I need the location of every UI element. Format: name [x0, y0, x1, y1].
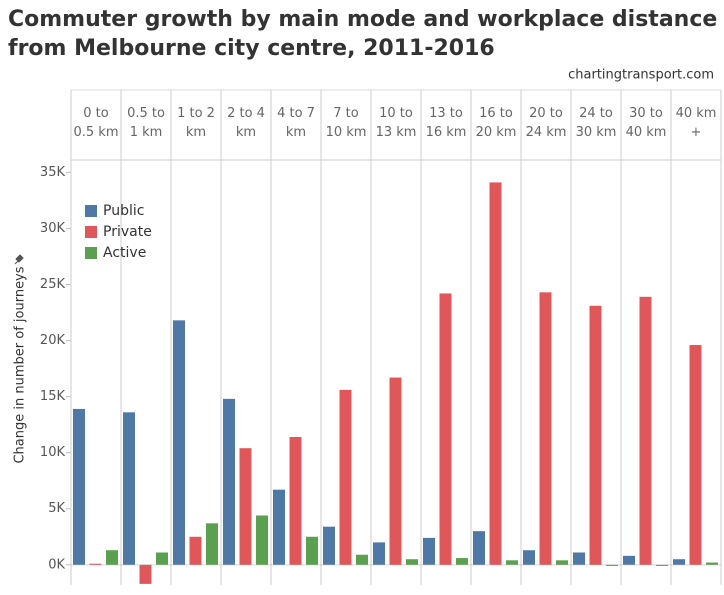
bar — [589, 305, 602, 565]
source: chartingtransport.com — [568, 68, 714, 83]
y-tick-label: 0K — [48, 557, 65, 572]
bar — [456, 558, 468, 565]
category-header: 7 to 10 km — [325, 106, 367, 140]
bar — [339, 389, 352, 565]
category-header: 16 to 20 km — [475, 106, 517, 140]
bar — [606, 564, 618, 566]
chart-title: Commuter growth by main mode and workpla… — [8, 7, 717, 32]
y-tick-label: 15K — [40, 389, 66, 404]
bar — [73, 408, 85, 565]
category-header: 0 to 0.5 km — [73, 106, 119, 140]
bar — [106, 550, 118, 565]
y-tick-label: 10K — [40, 445, 66, 460]
legend-swatch — [85, 247, 97, 259]
bar — [406, 559, 418, 565]
bar — [256, 515, 268, 565]
bar — [573, 552, 585, 565]
category-header: 13 to 16 km — [425, 106, 467, 140]
pin-icon — [14, 254, 24, 265]
category-header: 2 to 4 km — [227, 106, 265, 140]
bar — [639, 296, 652, 565]
bar — [389, 377, 402, 565]
y-tick-label: 5K — [48, 501, 65, 516]
bar — [239, 448, 252, 565]
legend-label: Private — [103, 224, 152, 240]
bar — [556, 560, 568, 565]
bar — [206, 523, 218, 565]
category-header: 40 km + — [675, 106, 717, 140]
category-header: 10 to 13 km — [375, 106, 417, 140]
bar — [139, 564, 152, 584]
y-tick-label: 25K — [40, 277, 66, 292]
legend-label: Active — [103, 245, 146, 261]
bar — [439, 293, 452, 565]
bar — [489, 182, 502, 565]
bar — [706, 562, 718, 565]
y-tick-label: 35K — [40, 165, 66, 180]
bar — [356, 554, 368, 565]
bar — [523, 550, 535, 565]
category-header: 30 to 40 km — [625, 106, 667, 140]
bar — [473, 531, 485, 565]
bar — [89, 563, 102, 565]
category-header: 20 to 24 km — [525, 106, 567, 140]
category-header: 0.5 to 1 km — [127, 106, 165, 140]
legend-swatch — [85, 205, 97, 217]
category-header: 4 to 7 km — [277, 106, 315, 140]
y-tick-label: 30K — [40, 221, 66, 236]
bar — [506, 560, 518, 565]
bar — [306, 536, 318, 565]
bar — [689, 345, 702, 565]
category-header: 1 to 2 km — [177, 106, 215, 140]
bar — [156, 552, 168, 565]
bar — [539, 292, 552, 565]
bar — [123, 412, 135, 565]
bar — [323, 526, 335, 565]
bar — [423, 537, 435, 565]
category-header: 24 to 30 km — [575, 106, 617, 140]
chart-title: from Melbourne city centre, 2011-2016 — [8, 36, 495, 61]
bar — [623, 555, 635, 565]
y-axis-label: Change in number of journeys — [13, 266, 28, 463]
bar — [173, 320, 185, 565]
bar — [673, 559, 685, 565]
bar — [189, 536, 202, 565]
bar — [373, 542, 385, 565]
bar — [273, 489, 285, 565]
legend-label: Public — [103, 203, 144, 219]
bar — [289, 436, 302, 565]
legend-swatch — [85, 226, 97, 238]
bar — [223, 398, 235, 565]
bar — [656, 564, 668, 566]
y-tick-label: 20K — [40, 333, 66, 348]
